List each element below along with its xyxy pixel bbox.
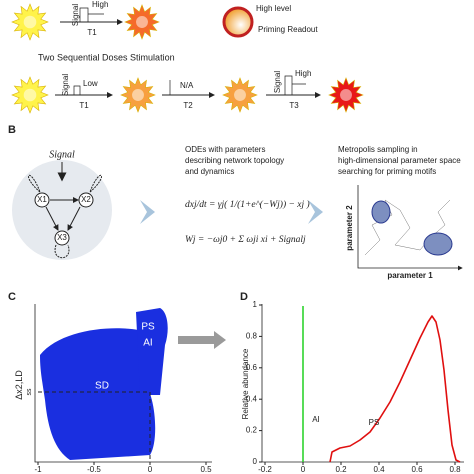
pulse xyxy=(73,85,81,95)
x-tick-label: -1 xyxy=(34,465,42,474)
random-walk xyxy=(364,199,451,256)
time-label: T1 xyxy=(87,28,97,37)
y-axis-label: Relative abundance xyxy=(241,348,250,419)
panel-c: C PS AI SD Δx2,LD ss -1 -0.5 0 0.5 xyxy=(8,291,226,474)
y-axis-label: Δx2,LD xyxy=(14,370,24,400)
y-tick-label: 0.8 xyxy=(246,332,258,341)
y-axis-main: Δx2,LD xyxy=(14,370,24,400)
motif-cluster xyxy=(423,232,453,256)
link-arrow xyxy=(178,331,226,349)
sampling-caption: searching for priming motifs xyxy=(338,167,436,176)
sampling-caption: Metropolis sampling in xyxy=(338,145,418,154)
cell-core xyxy=(23,15,37,29)
signal-label: Signal xyxy=(71,4,80,26)
self-loop xyxy=(89,174,103,193)
node-label: X2 xyxy=(81,195,91,204)
node xyxy=(34,192,50,208)
ode-caption: describing network topology xyxy=(185,156,284,165)
panel-a: Signal High T1 High level Priming Readou… xyxy=(11,0,364,114)
x-tick-label: 0 xyxy=(301,465,306,474)
section-title: Two Sequential Doses Stimulation xyxy=(38,52,175,62)
cell-core xyxy=(136,16,148,28)
y-tick-label: 0.4 xyxy=(246,394,258,403)
signal-label: Signal xyxy=(61,74,70,96)
x-tick-label: -0.5 xyxy=(87,465,101,474)
time-label: T1 xyxy=(79,101,89,110)
pulse xyxy=(79,7,104,22)
axes xyxy=(357,185,463,271)
ode-caption: ODEs with parameters xyxy=(185,145,265,154)
scatter-cloud xyxy=(136,308,168,395)
x-tick-label: 0.6 xyxy=(411,465,423,474)
region-label: SD xyxy=(95,381,109,392)
region-label: AI xyxy=(312,415,320,424)
equation: Wj = −ωj0 + Σ ωji xi + Signalj xyxy=(185,235,306,245)
y-tick-label: 0.2 xyxy=(246,426,258,435)
edge xyxy=(67,206,81,231)
flow-arrow xyxy=(140,200,155,224)
ps-curve xyxy=(329,315,461,463)
edge xyxy=(45,206,59,231)
region-label: PS xyxy=(369,418,380,427)
time-label: T2 xyxy=(183,101,193,110)
scatter-cloud xyxy=(40,328,156,460)
y-tick-label: 0.6 xyxy=(246,363,258,372)
pulse xyxy=(284,75,306,95)
y-tick-label: 1 xyxy=(253,300,258,309)
network-signal: Signal xyxy=(49,149,75,160)
level-label: High xyxy=(92,0,108,9)
panel-label: B xyxy=(8,124,16,136)
level-label: Low xyxy=(83,79,98,88)
y-tick-label: 0 xyxy=(253,457,258,466)
cell-core xyxy=(23,88,37,102)
panel-b: B Signal X1 X2 X3 ODEs with parameters d… xyxy=(8,124,463,280)
x-tick-label: 0.2 xyxy=(335,465,347,474)
self-loop xyxy=(54,244,70,259)
y-axis-label: parameter 2 xyxy=(345,205,354,251)
panel-label: C xyxy=(8,291,16,303)
region-label: PS xyxy=(141,322,155,333)
x-axis-label: parameter 1 xyxy=(387,271,433,280)
axes xyxy=(34,304,212,463)
cell-core xyxy=(340,89,352,101)
legend-readout: Priming Readout xyxy=(258,25,318,34)
level-label: N/A xyxy=(180,81,194,90)
cell-core xyxy=(132,89,144,101)
region-label: AI xyxy=(143,338,152,349)
node-label: X1 xyxy=(37,195,47,204)
node-label: X3 xyxy=(57,233,67,242)
x-tick-label: 0.8 xyxy=(449,465,461,474)
equation: dxj/dt = γj( 1/(1+e^(−Wj)) − xj ) xyxy=(185,199,310,210)
sampling-caption: high-dimensional parameter space xyxy=(338,156,461,165)
signal-label: Signal xyxy=(273,71,282,93)
node xyxy=(78,192,94,208)
legend-high: High level xyxy=(256,4,291,13)
motif-cluster xyxy=(371,200,391,224)
flow-arrow xyxy=(308,200,323,224)
time-label: T3 xyxy=(289,101,299,110)
node xyxy=(54,230,70,246)
legend-icon xyxy=(222,6,254,38)
y-axis-sub: ss xyxy=(26,388,33,396)
x-tick-label: 0.5 xyxy=(200,465,212,474)
ode-caption: and dynamics xyxy=(185,167,234,176)
self-loop xyxy=(27,174,41,193)
x-tick-label: 0.4 xyxy=(373,465,385,474)
panel-label: D xyxy=(240,291,248,303)
cell-core xyxy=(234,89,246,101)
x-tick-label: -0.2 xyxy=(258,465,272,474)
panel-d: D AI PS Relative abundance 0 0.2 0.4 0.6 0.8… xyxy=(240,291,464,474)
level-label: High xyxy=(295,69,311,78)
x-tick-label: 0 xyxy=(148,465,153,474)
